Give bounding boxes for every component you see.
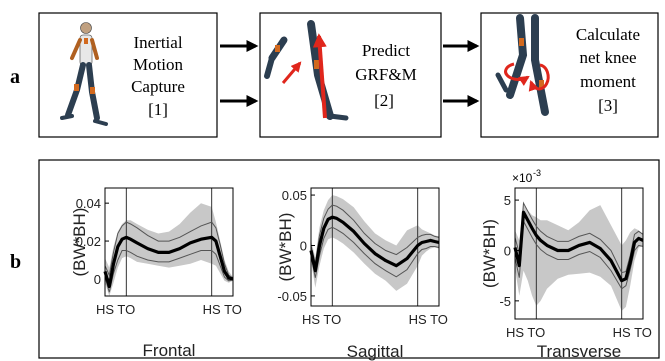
y-tick-label: 5 (504, 193, 511, 208)
panel-a: a Inertial Motion Capture [1] (10, 12, 659, 138)
step-2-text: Predict GRF&M [2] (355, 41, 416, 110)
step-box-predict-grf: Predict GRF&M [2] (259, 12, 442, 138)
multiplier-exponent: -3 (533, 168, 541, 178)
chart-title: Transverse (537, 342, 621, 361)
plot-frame (514, 187, 644, 320)
y-tick-label: 0.02 (76, 234, 101, 249)
plot-frame (104, 187, 234, 297)
lower-sd-line (514, 219, 644, 290)
lower-sd-line (310, 226, 440, 278)
multiplier-base: ×10 (512, 171, 533, 185)
step-3-text: Calculate net knee moment [3] (576, 25, 640, 115)
chart-title: Sagittal (347, 342, 404, 361)
lower-sd-line (104, 250, 234, 293)
step-3-line: net knee (579, 48, 636, 67)
y-tick-label: 0.04 (76, 196, 101, 211)
step-1-line: Motion (133, 55, 184, 74)
x-tick-label: HS (409, 312, 427, 327)
y-tick-label: -5 (499, 294, 511, 309)
upper-sd-line (514, 201, 644, 274)
step-1-line: [1] (148, 100, 168, 119)
step-1-line: Inertial (133, 33, 182, 52)
chart-title: Frontal (143, 341, 196, 360)
upper-sd-line (310, 204, 440, 264)
step-2-line: GRF&M (355, 65, 416, 84)
y-tick-label: 0 (504, 243, 511, 258)
x-tick-label: HS (302, 312, 320, 327)
x-tick-label: HS (506, 325, 524, 340)
step-3-line: Calculate (576, 25, 640, 44)
mean-line (513, 210, 644, 283)
y-tick-label: 0 (300, 238, 307, 253)
y-axis-label: (BW*BH) (276, 213, 295, 282)
leg-force-icon (264, 20, 349, 121)
step-1-line: Capture (131, 77, 185, 96)
step-2-line: [2] (374, 91, 394, 110)
transverse-chart: 50-5HS TO HS TO(BW*BH)Transverse (480, 187, 652, 361)
y-axis-label: (BW*BH) (480, 219, 499, 288)
x-tick-label: TO (527, 325, 545, 340)
x-tick-label: TO (430, 312, 448, 327)
x-tick-label: TO (323, 312, 341, 327)
mean-line (309, 215, 440, 273)
shaded-range-area (515, 205, 643, 311)
walking-figure-icon (60, 22, 108, 126)
x-tick-label: TO (224, 302, 242, 317)
x-tick-label: HS (96, 302, 114, 317)
upper-sd-line (104, 221, 234, 279)
step-2-line: Predict (362, 41, 410, 60)
panel-b-label: b (10, 251, 21, 273)
panel-b-frame (38, 159, 660, 359)
x-tick-label: HS (203, 302, 221, 317)
step-1-text: Inertial Motion Capture [1] (131, 33, 185, 119)
step-3-line: [3] (598, 96, 618, 115)
panel-a-label: a (10, 66, 20, 88)
x-tick-label: HS (613, 325, 631, 340)
step-box-inertial-motion-capture: Inertial Motion Capture [1] (38, 12, 218, 138)
x-tick-label: TO (634, 325, 652, 340)
transverse-multiplier: ×10 -3 (512, 168, 541, 185)
step-box-knee-moment: Calculate net knee moment [3] (480, 12, 659, 138)
y-tick-label: -0.05 (277, 289, 307, 304)
y-axis-label: (BW*BH) (70, 208, 89, 277)
plot-frame (310, 187, 440, 307)
knee-moment-icon (495, 14, 550, 116)
shaded-range-area (105, 203, 233, 296)
step-3-line: moment (580, 72, 636, 91)
x-tick-label: TO (117, 302, 135, 317)
y-tick-label: 0.05 (282, 188, 307, 203)
y-tick-label: 0 (94, 272, 101, 287)
mean-line (103, 235, 234, 289)
